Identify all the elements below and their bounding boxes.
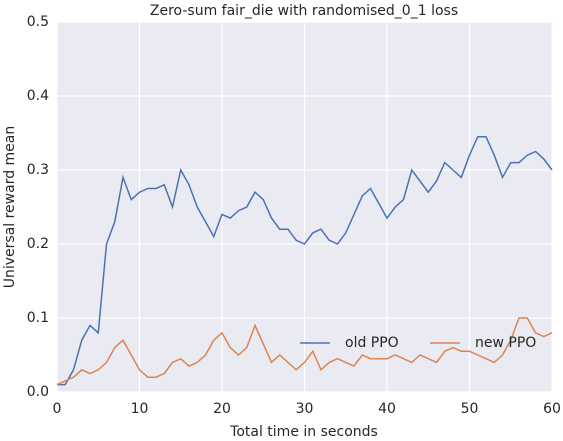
y-tick-label: 0.2 bbox=[27, 236, 49, 252]
x-tick-label: 60 bbox=[543, 401, 561, 417]
x-tick-label: 40 bbox=[378, 401, 396, 417]
x-tick-label: 50 bbox=[461, 401, 479, 417]
x-tick-label: 30 bbox=[296, 401, 314, 417]
x-tick-label: 10 bbox=[131, 401, 149, 417]
y-tick-label: 0.5 bbox=[27, 14, 49, 30]
y-tick-label: 0.4 bbox=[27, 88, 49, 104]
line bbox=[56, 317, 553, 386]
legend-label: old PPO bbox=[345, 335, 399, 351]
x-tick-label: 0 bbox=[53, 401, 62, 417]
chart-title: Zero-sum fair_die with randomised_0_1 lo… bbox=[150, 3, 458, 19]
x-tick-label: 20 bbox=[213, 401, 231, 417]
x-axis-label: Total time in seconds bbox=[229, 424, 378, 440]
legend-label: new PPO bbox=[475, 335, 536, 351]
y-tick-label: 0.1 bbox=[27, 310, 49, 326]
y-tick-label: 0.0 bbox=[27, 384, 49, 400]
y-tick-label: 0.3 bbox=[27, 162, 49, 178]
y-axis-label: Universal reward mean bbox=[2, 126, 18, 289]
line bbox=[57, 135, 553, 386]
